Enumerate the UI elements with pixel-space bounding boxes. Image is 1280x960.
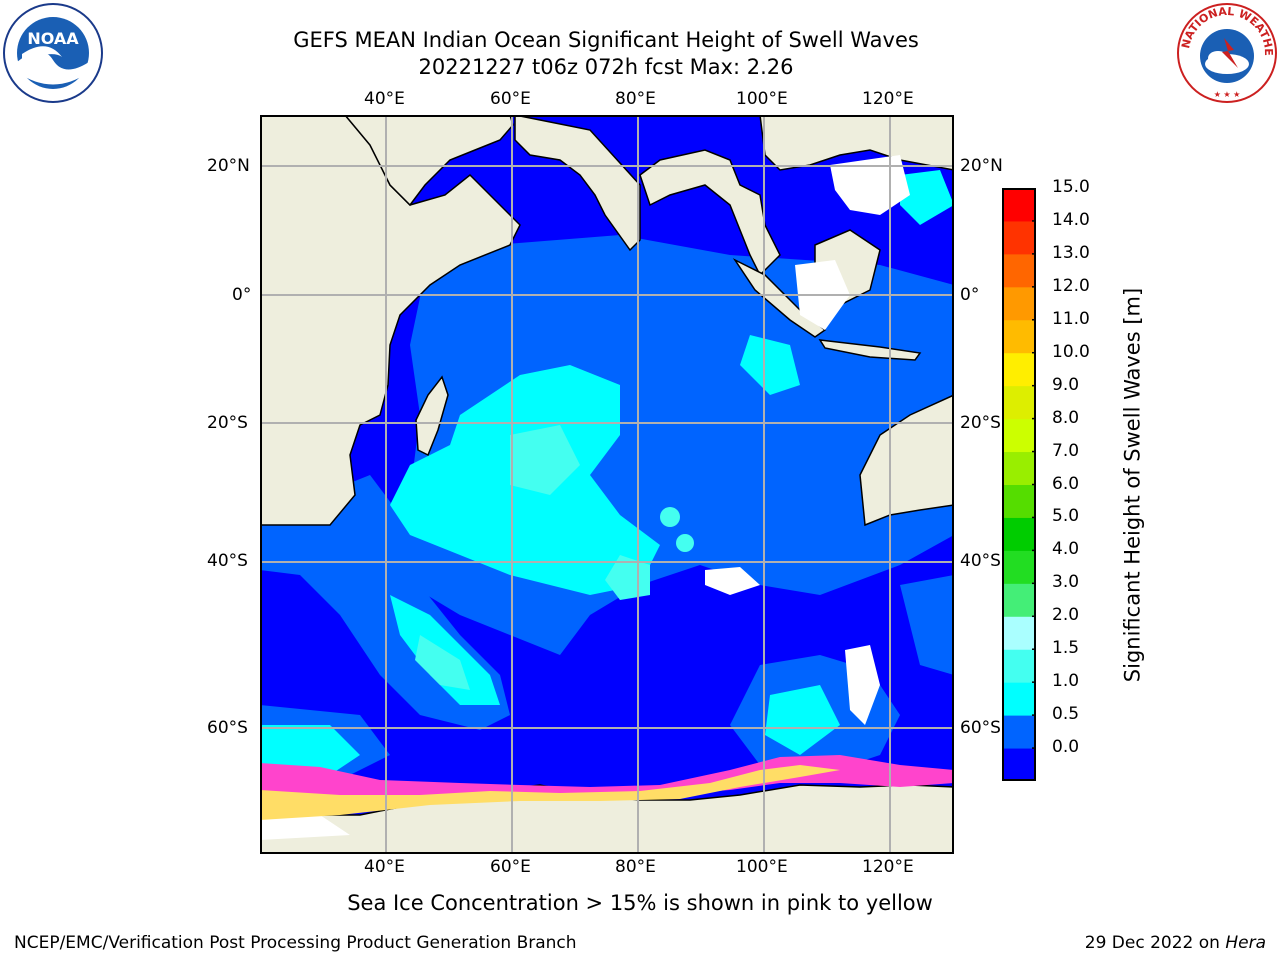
- footer-credit: NCEP/EMC/Verification Post Processing Pr…: [14, 933, 577, 953]
- land-indochina: [639, 149, 781, 277]
- land-java: [818, 339, 922, 361]
- colorbar-tick-label: 8.0: [1052, 407, 1080, 428]
- graticule: [260, 115, 954, 854]
- colorbar-tick-label: 1.0: [1052, 671, 1080, 692]
- noaa-logo: NOAA: [2, 2, 104, 104]
- colorbar-tick-label: 6.0: [1052, 473, 1080, 494]
- colorbar-tick-label: 14.0: [1052, 209, 1090, 230]
- colorbar-tick-label: 13.0: [1052, 242, 1090, 263]
- svg-text:★ ★ ★: ★ ★ ★: [1214, 90, 1241, 99]
- lon-tick-top: 80°E: [615, 89, 656, 109]
- lon-tick-bottom: 40°E: [364, 857, 405, 877]
- colorbar-segment: [1002, 418, 1036, 453]
- colorbar-tick-label: 0.5: [1052, 704, 1080, 725]
- sea-ice-band: [260, 765, 840, 820]
- colorbar-tick-label: 3.0: [1052, 572, 1080, 593]
- colorbar-segment: [1002, 319, 1036, 354]
- footer-date: 29 Dec 2022 on Hera: [1085, 933, 1266, 953]
- lon-tick-top: 120°E: [862, 89, 914, 109]
- lat-tick-right: 0°: [960, 285, 980, 305]
- colorbar-segment: [1002, 517, 1036, 551]
- land-madagascar: [415, 375, 449, 457]
- lat-tick-left: 20°N: [207, 156, 250, 176]
- colorbar: [1002, 187, 1036, 785]
- colorbar-tick-label: 9.0: [1052, 374, 1080, 395]
- colorbar-tick-label: 11.0: [1052, 308, 1090, 329]
- swell-band-peak: [676, 534, 694, 552]
- lat-tick-right: 20°S: [960, 413, 1001, 433]
- colorbar-segment: [1002, 583, 1036, 617]
- colorbar-segment: [1002, 188, 1036, 222]
- swell-band-high: [740, 335, 800, 395]
- colorbar-segment: [1002, 451, 1036, 485]
- lon-tick-bottom: 120°E: [862, 857, 914, 877]
- lat-tick-left: 40°S: [207, 551, 248, 571]
- swell-band-high: [765, 685, 840, 755]
- colorbar-tick-label: 12.0: [1052, 275, 1090, 296]
- swell-band-peak: [415, 635, 470, 690]
- swell-band-high: [260, 725, 360, 775]
- colorbar-tick-label: 4.0: [1052, 539, 1080, 560]
- lat-tick-right: 60°S: [960, 718, 1001, 738]
- footer-machine: Hera: [1225, 933, 1266, 953]
- colorbar-tick-label: 7.0: [1052, 440, 1080, 461]
- nws-logo: NATIONAL WEATHER SERVICE ★ ★ ★: [1172, 0, 1278, 104]
- lat-tick-left: 60°S: [207, 718, 248, 738]
- colorbar-segment: [1002, 352, 1036, 387]
- sea-ice-caption: Sea Ice Concentration > 15% is shown in …: [347, 891, 933, 915]
- land-asia-north: [759, 115, 954, 171]
- swell-band-high: [390, 595, 500, 705]
- masked-area: [705, 567, 760, 595]
- colorbar-title: Significant Height of Swell Waves [m]: [1120, 287, 1145, 683]
- swell-band-peak: [660, 507, 680, 527]
- chart-title: GEFS MEAN Indian Ocean Significant Heigh…: [293, 28, 919, 52]
- map-border: [260, 115, 954, 854]
- swell-band-high: [900, 170, 954, 225]
- lon-tick-bottom: 100°E: [736, 857, 788, 877]
- colorbar-tick-label: 0.0: [1052, 737, 1080, 758]
- colorbar-tick-label: 5.0: [1052, 506, 1080, 527]
- lon-tick-bottom: 60°E: [490, 857, 531, 877]
- masked-area: [845, 645, 880, 725]
- lon-tick-top: 100°E: [736, 89, 788, 109]
- colorbar-tick-label: 10.0: [1052, 341, 1090, 362]
- colorbar-segment: [1002, 649, 1036, 683]
- colorbar-segment: [1002, 220, 1036, 255]
- map-panel: [260, 115, 954, 854]
- colorbar-segment: [1002, 616, 1036, 650]
- colorbar-tick-label: 2.0: [1052, 605, 1080, 626]
- lat-tick-right: 40°S: [960, 551, 1001, 571]
- colorbar-segment: [1002, 715, 1036, 749]
- lon-tick-top: 40°E: [364, 89, 405, 109]
- colorbar-segment: [1002, 550, 1036, 584]
- land-india: [514, 115, 641, 252]
- noaa-logo-text: NOAA: [27, 29, 79, 48]
- colorbar-tick-label: 15.0: [1052, 177, 1090, 197]
- swell-band-peak: [510, 425, 580, 495]
- colorbar-segment: [1002, 286, 1036, 321]
- lon-tick-bottom: 80°E: [615, 857, 656, 877]
- colorbar-segment: [1002, 385, 1036, 420]
- lat-tick-right: 20°N: [960, 156, 1003, 176]
- swell-band-mid: [900, 575, 954, 675]
- chart-subtitle: 20221227 t06z 072h fcst Max: 2.26: [418, 55, 794, 79]
- colorbar-tick-label: 1.5: [1052, 638, 1080, 659]
- lat-tick-left: 20°S: [207, 413, 248, 433]
- colorbar-segment: [1002, 682, 1036, 716]
- footer-date-text: 29 Dec 2022 on: [1084, 933, 1226, 953]
- colorbar-segment: [1002, 484, 1036, 518]
- lat-tick-left: 0°: [232, 285, 252, 305]
- lon-tick-top: 60°E: [490, 89, 531, 109]
- colorbar-segment: [1002, 253, 1036, 288]
- colorbar-segment: [1002, 748, 1036, 782]
